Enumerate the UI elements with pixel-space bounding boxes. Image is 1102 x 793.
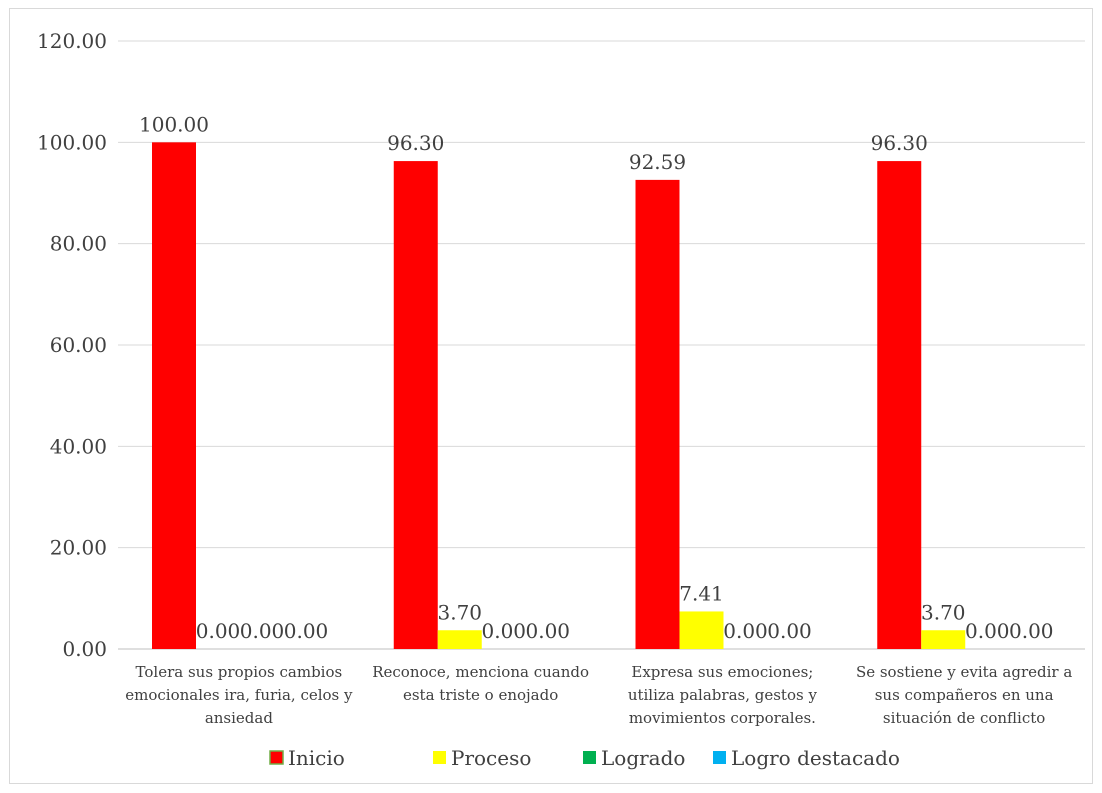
- chart-frame: 0.00 20.00 40.00 60.00 80.00 100.00 120.00 100…: [9, 8, 1093, 784]
- legend-label: Logrado: [601, 746, 685, 770]
- category-label: Tolera sus propios cambios emocionales ir…: [125, 663, 353, 727]
- bar-inicio: [393, 161, 438, 649]
- legend-swatch-logro-destacado: [713, 751, 726, 764]
- data-label: 0.00: [481, 619, 526, 643]
- y-tick-label: 0.00: [62, 637, 107, 661]
- category-label-line: Expresa sus emociones;: [631, 663, 813, 681]
- category-label-line: sus compañeros en una: [875, 686, 1054, 704]
- category-label-line: utiliza palabras, gestos y: [628, 686, 818, 704]
- bar-proceso: [679, 611, 724, 649]
- y-tick-label: 120.00: [37, 29, 107, 53]
- x-axis-category-labels: Tolera sus propios cambios emocionales ir…: [125, 663, 1072, 727]
- data-label: 100.00: [139, 112, 209, 136]
- data-label: 0.00: [525, 619, 570, 643]
- bar-inicio: [635, 179, 680, 650]
- y-tick-label: 20.00: [50, 536, 107, 560]
- bar-proceso: [921, 630, 966, 649]
- category-label: Expresa sus emociones; utiliza palabras, …: [628, 663, 818, 727]
- category-label-line: emocionales ira, furia, celos y: [125, 686, 353, 704]
- category-label-line: Reconoce, menciona cuando: [372, 663, 589, 681]
- data-label: 0.00: [196, 619, 241, 643]
- data-label: 0.00: [240, 619, 285, 643]
- data-label: 0.00: [723, 619, 768, 643]
- category-label-line: ansiedad: [205, 709, 274, 727]
- category-label-line: movimientos corporales.: [629, 709, 816, 727]
- legend-label: Proceso: [451, 746, 531, 770]
- legend: Inicio Proceso Logrado Logro destacado: [269, 746, 900, 770]
- category-label-line: esta triste o enojado: [403, 686, 558, 704]
- y-tick-label: 80.00: [50, 232, 107, 256]
- legend-swatch-inicio: [269, 750, 284, 765]
- data-label: 96.30: [871, 131, 928, 155]
- bar-chart: 0.00 20.00 40.00 60.00 80.00 100.00 120.00 100…: [37, 29, 1085, 770]
- y-axis-tick-labels: 0.00 20.00 40.00 60.00 80.00 100.00 120.00: [37, 29, 107, 661]
- data-label: 0.00: [767, 619, 812, 643]
- legend-label: Inicio: [288, 746, 345, 770]
- data-label: 3.70: [437, 600, 482, 624]
- category-label-line: situación de conflicto: [883, 709, 1045, 727]
- data-label: 92.59: [629, 150, 686, 174]
- data-label: 0.00: [1009, 619, 1054, 643]
- data-label: 0.00: [965, 619, 1010, 643]
- category-label: Reconoce, menciona cuando esta triste o e…: [372, 663, 589, 704]
- data-label: 0.00: [284, 619, 329, 643]
- y-tick-label: 60.00: [50, 333, 107, 357]
- legend-swatch-logrado: [583, 751, 596, 764]
- data-label: 96.30: [387, 131, 444, 155]
- bar-inicio: [152, 142, 196, 650]
- category-label: Se sostiene y evita agredir a sus compañe…: [856, 663, 1072, 727]
- category-label-line: Tolera sus propios cambios: [136, 663, 343, 681]
- data-label: 7.41: [679, 581, 724, 605]
- legend-label: Logro destacado: [731, 746, 900, 770]
- bar-inicio: [877, 161, 922, 649]
- category-label-line: Se sostiene y evita agredir a: [856, 663, 1072, 681]
- data-label: 3.70: [921, 600, 966, 624]
- bar-proceso: [437, 630, 482, 649]
- gridlines: [118, 40, 1085, 650]
- y-tick-label: 40.00: [50, 434, 107, 458]
- bars: [152, 142, 966, 650]
- legend-swatch-proceso: [433, 751, 446, 764]
- y-tick-label: 100.00: [37, 130, 107, 154]
